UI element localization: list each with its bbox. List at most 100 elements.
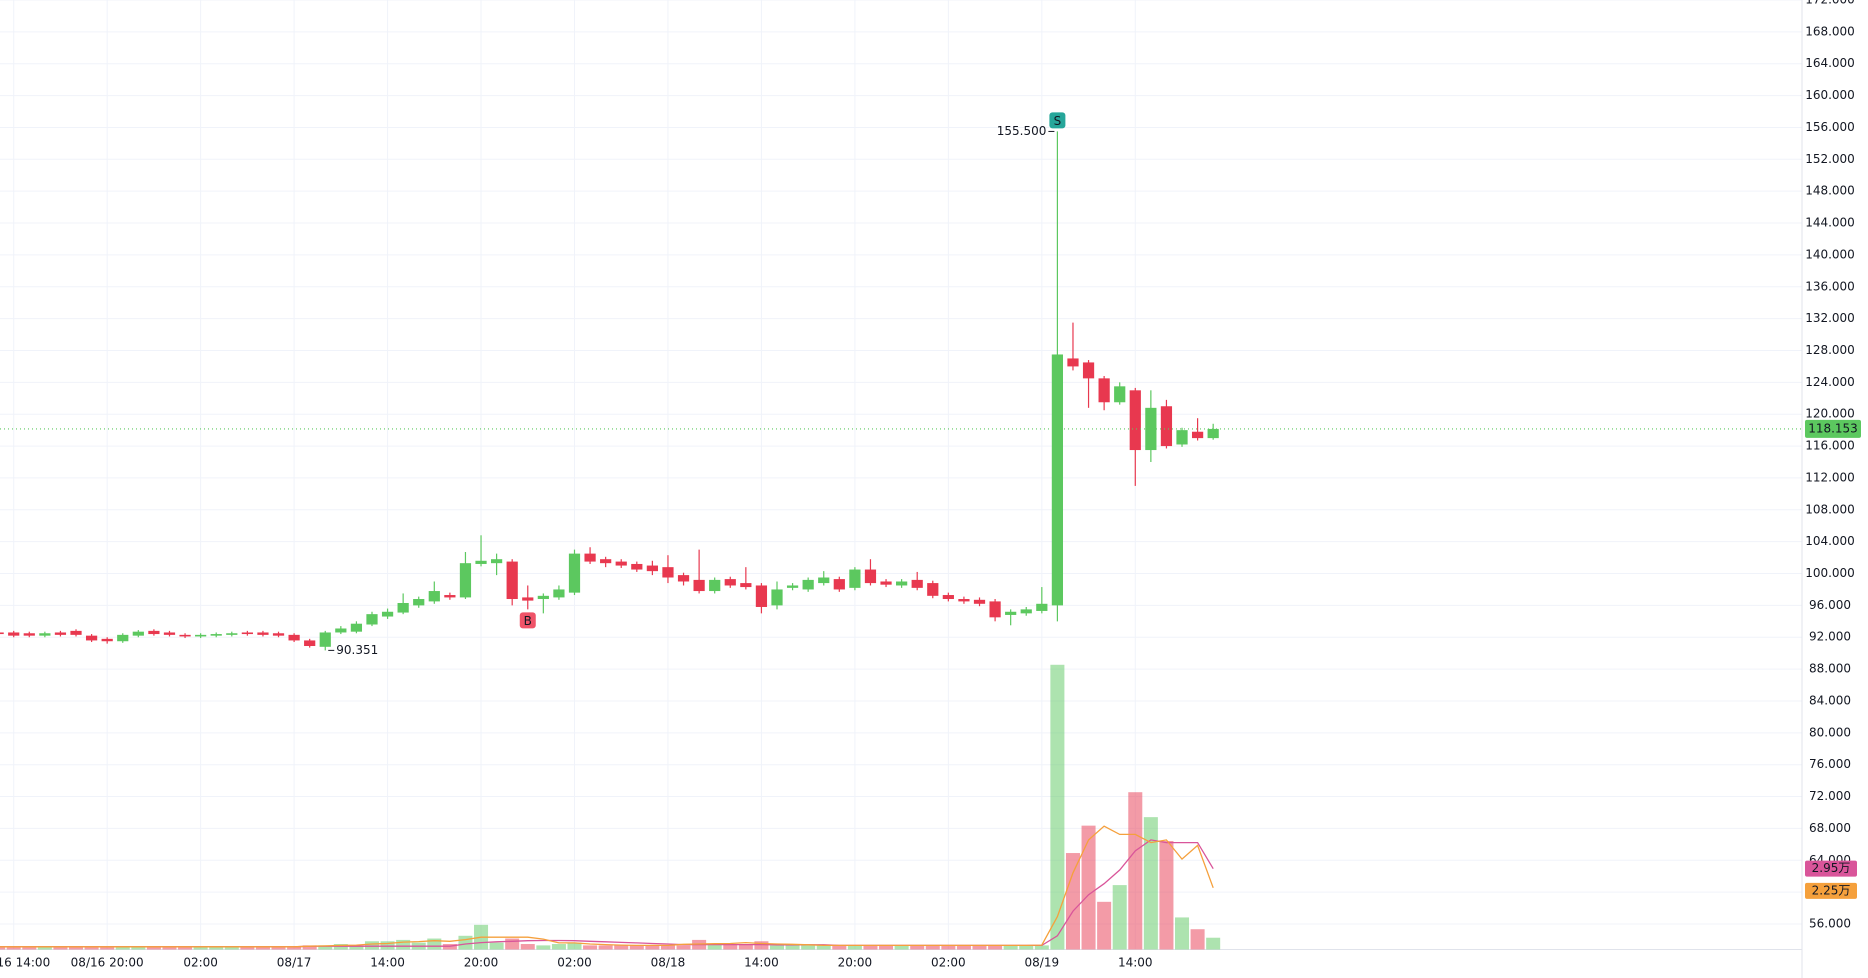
- y-tick-label: 100.000: [1805, 566, 1855, 580]
- volume-bar: [396, 939, 411, 950]
- volume-bar: [894, 945, 909, 950]
- volume-bar: [1128, 792, 1143, 950]
- candle-body: [101, 638, 113, 642]
- y-tick-label: 168.000: [1805, 24, 1855, 38]
- volume-bar: [162, 946, 177, 950]
- candle-body: [880, 581, 892, 585]
- candle-body: [1005, 611, 1017, 615]
- candle-body: [257, 632, 269, 635]
- volume-bar: [676, 945, 691, 950]
- candle-body: [864, 569, 877, 584]
- candle-body: [350, 623, 363, 632]
- candle-body: [1082, 362, 1095, 379]
- volume-bar: [614, 945, 629, 950]
- volume-bar: [598, 945, 613, 950]
- candle-body: [802, 579, 814, 590]
- volume-bar: [1050, 664, 1065, 950]
- candle-body: [85, 635, 98, 641]
- volume-bar: [707, 944, 722, 950]
- y-tick-label: 116.000: [1805, 439, 1855, 453]
- volume-bar: [1190, 929, 1205, 950]
- y-tick-label: 72.000: [1809, 789, 1851, 803]
- y-tick-label: 88.000: [1809, 662, 1851, 676]
- volume-bar: [37, 946, 52, 950]
- volume-bar: [879, 945, 894, 950]
- x-tick-label: 20:00: [464, 956, 499, 970]
- candle-body: [0, 632, 4, 635]
- candle-body: [428, 591, 440, 602]
- volume-bar: [302, 945, 317, 950]
- candle-body: [8, 632, 20, 636]
- volume-bar: [69, 946, 84, 950]
- volume-bar: [645, 945, 660, 950]
- candle-body: [724, 579, 736, 586]
- y-tick-label: 112.000: [1805, 470, 1855, 484]
- y-tick-label: 148.000: [1805, 184, 1855, 198]
- candle-body: [1129, 390, 1141, 451]
- y-tick-label: 160.000: [1805, 88, 1855, 102]
- candle-body: [491, 559, 503, 564]
- volume-bar: [738, 944, 753, 950]
- x-tick-label: 02:00: [931, 956, 966, 970]
- volume-bar: [910, 945, 925, 950]
- x-tick-label: 08/18: [651, 956, 686, 970]
- candle-body: [148, 630, 160, 635]
- candle-body: [615, 561, 627, 566]
- y-tick-label: 124.000: [1805, 375, 1855, 389]
- volume-bar: [925, 945, 940, 950]
- candle-body: [693, 579, 705, 592]
- volume-bar: [988, 945, 1003, 950]
- volume-bar: [458, 935, 473, 950]
- x-tick-label: 02:00: [183, 956, 218, 970]
- volume-ma-line: [0, 839, 1214, 948]
- candle-body: [896, 581, 908, 586]
- candle-body: [397, 602, 409, 613]
- volume-bar: [131, 946, 146, 950]
- volume-bar: [209, 946, 224, 950]
- candle-body: [288, 634, 300, 641]
- volume-bar: [1143, 817, 1158, 950]
- y-tick-label: 108.000: [1805, 502, 1855, 516]
- volume-bar: [271, 946, 286, 950]
- x-tick-label: 08/16 20:00: [71, 956, 144, 970]
- volume-bar: [1112, 885, 1127, 950]
- candle-body: [413, 599, 425, 606]
- y-tick-label: 120.000: [1805, 407, 1855, 421]
- candle-body: [475, 560, 487, 564]
- y-tick-label: 56.000: [1809, 917, 1851, 931]
- candle-body: [958, 599, 970, 602]
- x-tick-label: 08/19: [1025, 956, 1060, 970]
- trade-marker: [519, 612, 536, 629]
- candle-body: [1036, 603, 1048, 611]
- volume-bar: [318, 945, 333, 950]
- candle-body: [1191, 431, 1204, 439]
- y-tick-label: 156.000: [1805, 120, 1855, 134]
- volume-bar: [255, 946, 270, 950]
- candle-body: [195, 634, 207, 637]
- ma-value-label: 2.95万: [1812, 861, 1851, 875]
- volume-bar: [551, 944, 566, 950]
- volume-bar: [723, 944, 738, 950]
- candle-body: [319, 632, 331, 647]
- y-tick-label: 76.000: [1809, 757, 1851, 771]
- volume-bar: [1003, 945, 1018, 950]
- candle-body: [677, 575, 690, 582]
- candle-body: [1020, 609, 1032, 614]
- volume-bar: [520, 944, 535, 950]
- candle-body: [132, 631, 144, 636]
- volume-bar: [1081, 825, 1096, 950]
- candle-body: [1051, 354, 1064, 606]
- volume-bar: [505, 938, 520, 950]
- volume-bar: [146, 946, 161, 950]
- x-tick-label: 14:00: [744, 956, 779, 970]
- volume-bar: [832, 945, 847, 950]
- candle-body: [522, 597, 534, 601]
- last-price-label: 118.153: [1808, 421, 1858, 435]
- volume-bar: [1019, 945, 1034, 950]
- volume-bar: [349, 945, 364, 950]
- candle-body: [755, 585, 768, 607]
- y-tick-label: 152.000: [1805, 152, 1855, 166]
- candle-body: [272, 633, 285, 636]
- low-label: 90.351: [336, 643, 378, 657]
